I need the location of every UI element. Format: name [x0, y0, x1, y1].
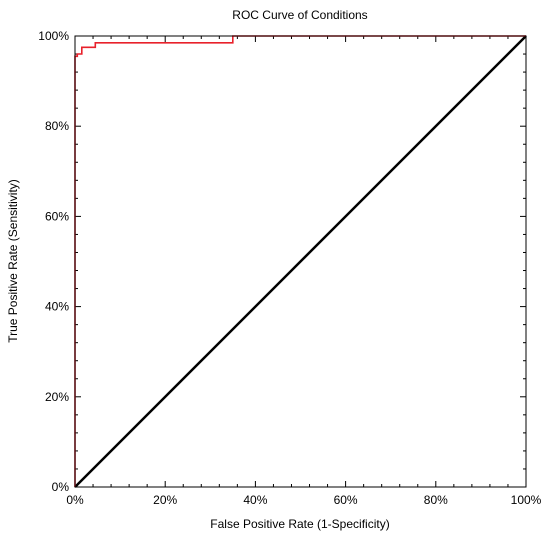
y-axis-title: True Positive Rate (Sensitivity) [6, 179, 20, 343]
x-axis-title: False Positive Rate (1-Specificity) [210, 517, 389, 531]
x-tick-label: 20% [153, 493, 177, 507]
y-tick-label: 80% [45, 119, 69, 133]
chart-title: ROC Curve of Conditions [232, 8, 367, 22]
x-tick-label: 60% [334, 493, 358, 507]
series-layer [74, 35, 527, 488]
y-tick-label: 40% [45, 300, 69, 314]
x-tick-label: 100% [511, 493, 542, 507]
roc-curve-line [74, 35, 526, 487]
axis-tick-labels: 0% 20% 40% 60% 80% 100% 0% 20% 40% 60% 80% 100% [38, 29, 541, 507]
y-tick-label: 0% [52, 480, 70, 494]
plot-frame [74, 35, 527, 488]
y-tick-label: 60% [45, 209, 69, 223]
y-tick-label: 20% [45, 390, 69, 404]
x-tick-label: 80% [424, 493, 448, 507]
y-tick-label: 100% [38, 29, 69, 43]
x-tick-label: 40% [243, 493, 267, 507]
reference-diagonal-line [74, 35, 527, 488]
x-tick-label: 0% [66, 493, 84, 507]
